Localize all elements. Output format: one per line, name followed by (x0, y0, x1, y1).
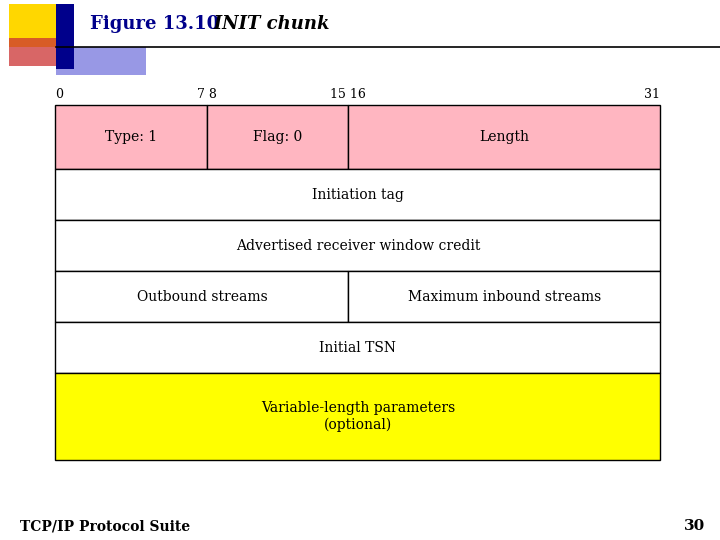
Text: 7 8: 7 8 (197, 89, 217, 102)
Text: 30: 30 (684, 519, 705, 533)
Text: Initiation tag: Initiation tag (312, 188, 404, 202)
Text: Initial TSN: Initial TSN (320, 341, 396, 355)
Bar (348, 272, 660, 322)
Text: Maximum inbound streams: Maximum inbound streams (408, 290, 601, 304)
Text: Length: Length (480, 130, 529, 144)
Bar (55, 170, 660, 220)
Bar (55, 374, 660, 460)
Bar (207, 105, 348, 170)
Text: Type: 1: Type: 1 (105, 130, 157, 144)
Text: 0: 0 (55, 89, 63, 102)
Bar (55, 322, 660, 374)
Text: Figure 13.10: Figure 13.10 (90, 15, 220, 33)
Bar (56, 47, 146, 75)
Text: INIT chunk: INIT chunk (195, 15, 330, 33)
Bar (9, 38, 56, 66)
Text: Outbound streams: Outbound streams (137, 290, 267, 304)
Bar (348, 105, 660, 170)
Text: Flag: 0: Flag: 0 (253, 130, 302, 144)
Bar (56, 4, 74, 69)
Text: 15 16: 15 16 (330, 89, 366, 102)
Text: Advertised receiver window credit: Advertised receiver window credit (235, 239, 480, 253)
Bar (9, 4, 56, 47)
Bar (55, 272, 348, 322)
Bar (55, 220, 660, 272)
Text: TCP/IP Protocol Suite: TCP/IP Protocol Suite (20, 519, 190, 533)
Bar (55, 105, 207, 170)
Text: 31: 31 (644, 89, 660, 102)
Text: Variable-length parameters
(optional): Variable-length parameters (optional) (261, 401, 455, 432)
